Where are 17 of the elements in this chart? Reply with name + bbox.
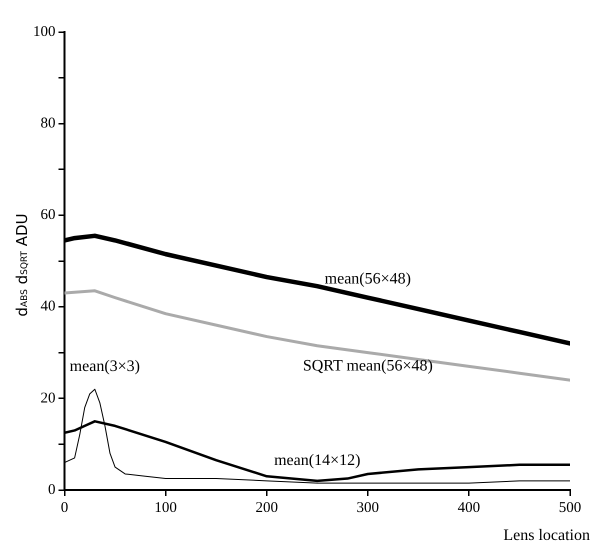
y-tick-label: 40 — [40, 298, 56, 315]
x-tick-label: 0 — [60, 500, 68, 516]
y-tick-label: 100 — [33, 24, 56, 40]
x-tick-label: 400 — [458, 500, 480, 516]
x-axis-title: Lens location — [503, 527, 590, 545]
x-tick-label: 100 — [154, 500, 177, 516]
x-tick-label: 500 — [558, 500, 582, 516]
y-tick-label: 80 — [40, 116, 56, 132]
series-label: SQRT mean(56×48) — [302, 358, 433, 375]
series-label: mean(56×48) — [324, 270, 411, 288]
y-tick-label: 60 — [40, 207, 56, 224]
series-label: mean(14×12) — [274, 452, 360, 469]
y-tick-label: 20 — [40, 390, 56, 406]
x-tick-label: 200 — [255, 500, 278, 516]
y-tick-label: 0 — [48, 482, 56, 498]
x-tick-label: 300 — [356, 500, 380, 516]
series-label: mean(3×3) — [70, 358, 140, 376]
